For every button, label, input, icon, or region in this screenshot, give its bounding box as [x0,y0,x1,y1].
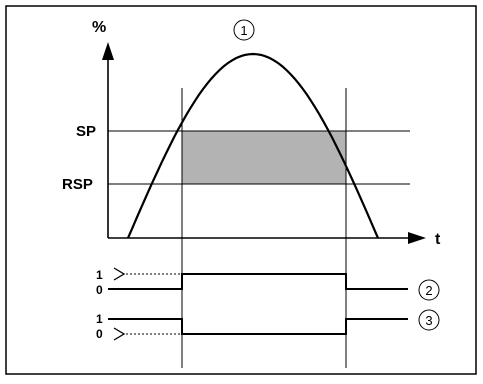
output-3-low-label: 0 [96,327,103,341]
x-axis-arrow [408,232,426,244]
callout-circle-1 [233,19,255,41]
y-axis-unit: % [92,19,106,36]
output-3-high-label: 1 [96,312,103,326]
hysteresis-band [182,131,346,184]
rsp-label: RSP [62,176,93,193]
output-3-low-arrow [113,327,126,341]
callout-2-label: 2 [425,283,432,298]
output-2-signal: 1 0 2 [96,267,440,301]
process-value-curve [126,52,380,239]
output-3-signal: 1 0 3 [96,309,440,341]
output-2-signal-line [108,273,408,290]
output-2-low-label: 0 [96,283,103,297]
callout-circle-2 [418,279,440,301]
output-3-signal-line [108,318,408,335]
callout-1-label: 1 [240,23,247,38]
callout-3-label: 3 [425,313,432,328]
callout-circle-3 [418,309,440,331]
output-2-high-label: 1 [96,268,103,282]
x-axis-label: t [435,231,441,248]
diagram-frame [5,5,477,375]
output-2-high-arrow [113,267,126,281]
y-axis-arrow [102,42,114,60]
sp-label: SP [76,123,96,140]
